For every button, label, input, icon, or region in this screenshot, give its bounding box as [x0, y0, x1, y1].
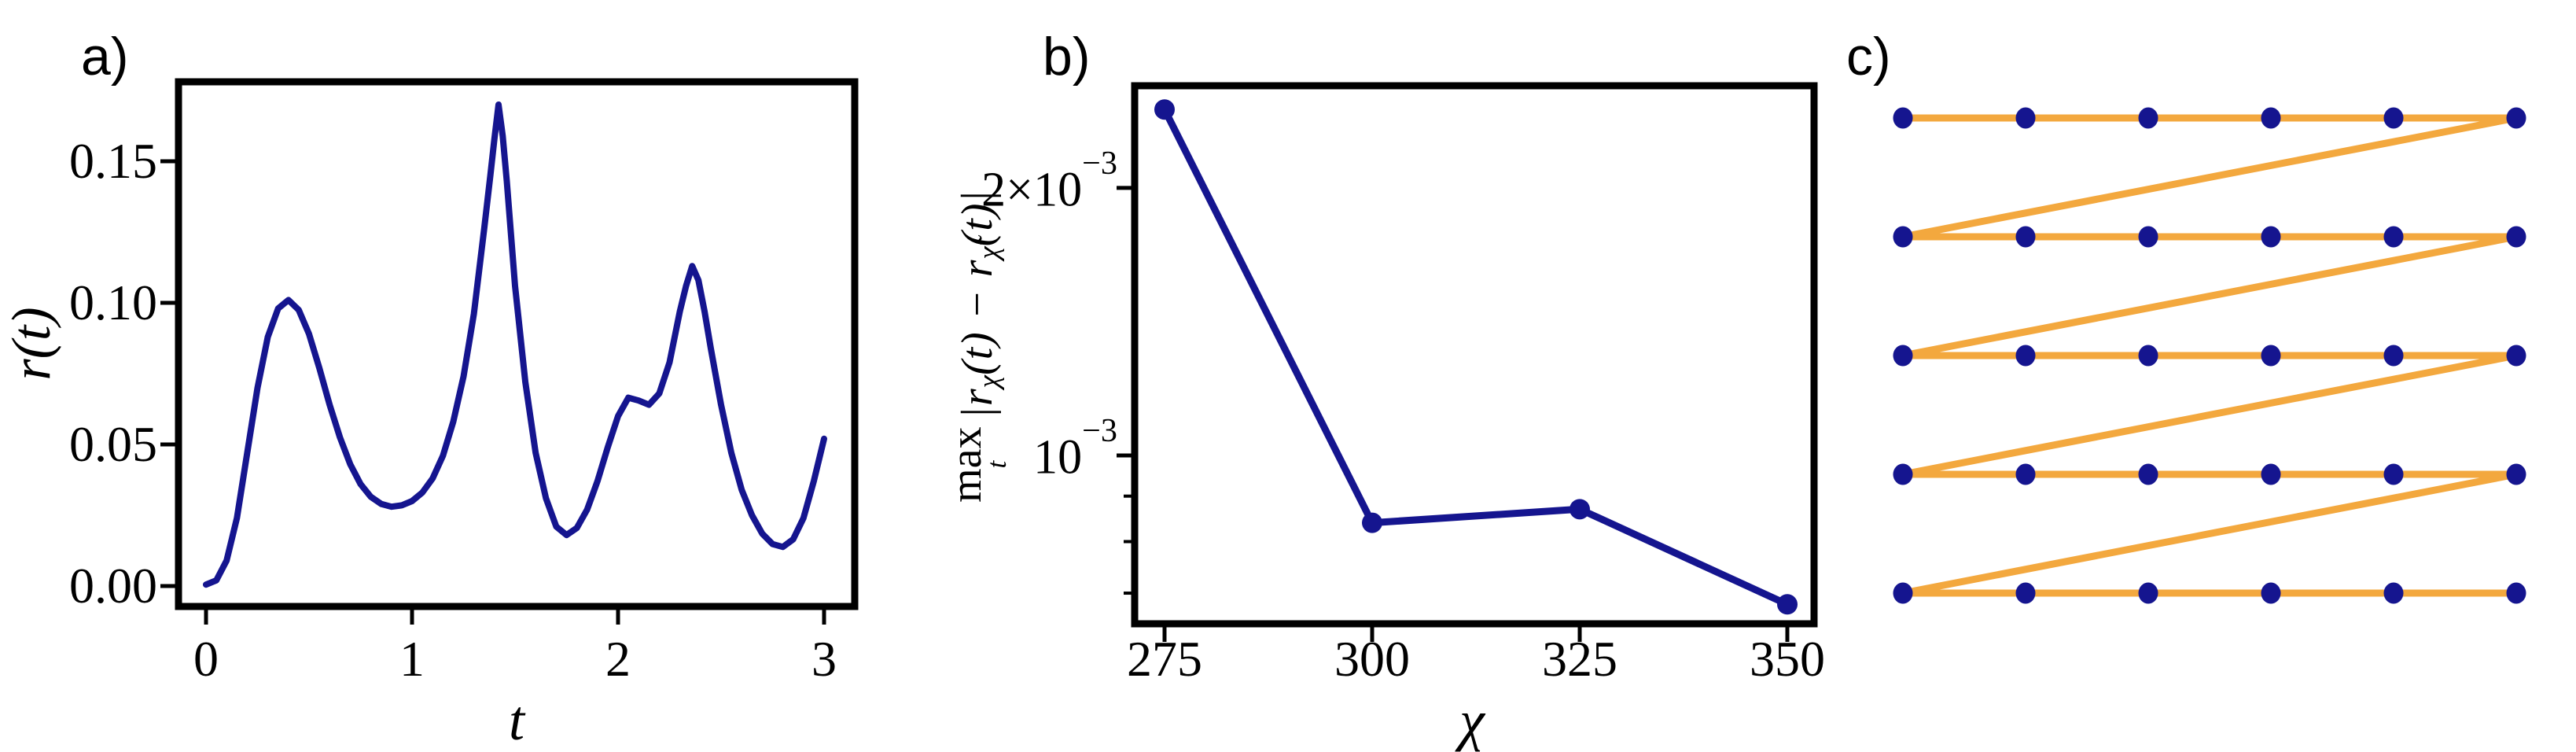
b-y-tick-exponent: −3: [1082, 412, 1117, 450]
lattice-site: [2506, 107, 2526, 129]
lattice-site: [2261, 226, 2281, 248]
lattice-site: [2383, 107, 2404, 129]
data-point: [1570, 499, 1590, 520]
lattice-site: [2138, 463, 2158, 485]
lattice-zigzag-edge: [1899, 470, 2520, 597]
lattice-site: [2138, 107, 2158, 129]
lattice-site: [2138, 582, 2158, 604]
b-x-tick-label: 300: [1334, 631, 1410, 687]
lattice-site: [2015, 107, 2036, 129]
data-point: [1362, 512, 1382, 533]
b-x-axis-label: χ: [1459, 689, 1485, 752]
lattice-site: [2015, 345, 2036, 367]
b-x-tick-label: 275: [1127, 631, 1202, 687]
lattice-site: [2383, 345, 2404, 367]
lattice-site: [2138, 345, 2158, 367]
ylabel-segment: |r: [953, 388, 1002, 419]
a-x-tick-label: 0: [193, 631, 219, 687]
panel-a-axes-frame: [175, 78, 859, 610]
lattice-site: [2383, 226, 2404, 248]
lattice-zigzag-edge: [1899, 233, 2520, 359]
panel-b-letter: b): [1043, 27, 1091, 87]
lattice-site: [2261, 345, 2281, 367]
lattice-site: [1893, 345, 1913, 367]
b-x-tick-label: 350: [1750, 631, 1825, 687]
b-x-tick-label: 325: [1542, 631, 1617, 687]
a-y-axis-label: r(t): [2, 307, 62, 381]
a-x-axis-label: t: [508, 689, 524, 752]
r-of-t-curve: [203, 101, 827, 588]
chi-tilde-subscript: χ̃: [971, 246, 1004, 260]
lattice-site: [1893, 582, 1913, 604]
convergence-line: [1161, 105, 1791, 608]
b-y-tick-exponent: −3: [1082, 145, 1117, 182]
chi-subscript: χ: [971, 375, 1004, 389]
a-y-tick-label: 0.15: [69, 133, 157, 189]
lattice-site: [2383, 582, 2404, 604]
lattice-site: [2383, 463, 2404, 485]
b-y-tick-label: 2×10−3: [803, 146, 1117, 217]
panel-c-letter: c): [1846, 27, 1891, 87]
lattice-zigzag-edge: [1899, 352, 2520, 478]
a-x-tick-label: 2: [605, 631, 631, 687]
lattice-site: [1893, 226, 1913, 248]
a-y-tick-label: 0.10: [69, 275, 157, 330]
a-y-tick-label: 0.05: [69, 416, 157, 472]
lattice-site: [2506, 463, 2526, 485]
b-y-axis-label: max t |r χ (t) − r χ̃ (t)|: [942, 0, 1013, 752]
lattice-site: [2138, 226, 2158, 248]
a-x-tick-label: 1: [399, 631, 425, 687]
data-point: [1777, 594, 1798, 615]
ylabel-segment: (t)|: [953, 190, 1002, 247]
lattice-site: [2261, 107, 2281, 129]
lattice-site: [2015, 226, 2036, 248]
b-y-tick-label: 10−3: [803, 414, 1117, 485]
ylabel-segment: (t) − r: [953, 259, 1002, 376]
lattice-site: [2506, 226, 2526, 248]
data-point: [1154, 99, 1175, 120]
lattice-site: [1893, 463, 1913, 485]
panel-b-axes-frame: [1131, 82, 1818, 628]
lattice-site: [2261, 582, 2281, 604]
lattice-site: [2506, 582, 2526, 604]
lattice-site: [2261, 463, 2281, 485]
lattice-site: [2506, 345, 2526, 367]
lattice-site: [2015, 463, 2036, 485]
max-over-t: max t: [942, 427, 1012, 503]
panel-a-letter: a): [81, 27, 129, 87]
a-y-tick-label: 0.00: [69, 558, 157, 614]
lattice-zigzag-edge: [1899, 114, 2520, 241]
lattice-site: [1893, 107, 1913, 129]
max-subscript: t: [981, 460, 1012, 469]
b-y-tick-base: 2×10: [981, 163, 1083, 217]
lattice-site: [2015, 582, 2036, 604]
b-y-tick-base: 10: [1033, 430, 1083, 485]
a-x-tick-label: 3: [811, 631, 837, 687]
